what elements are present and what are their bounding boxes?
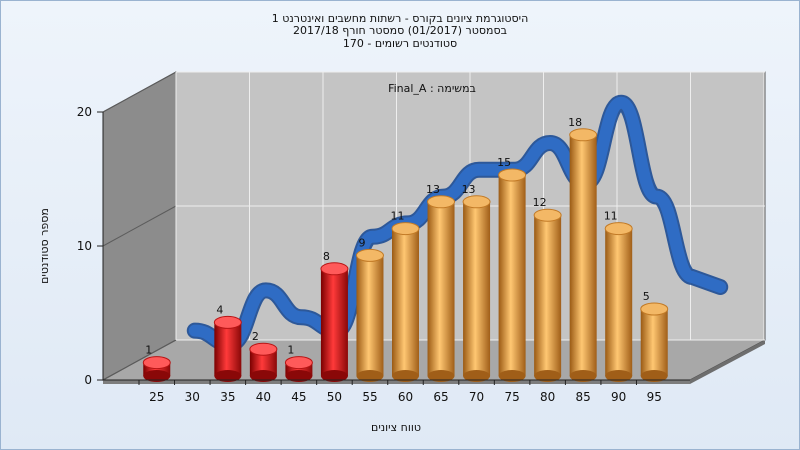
bar-bottom bbox=[427, 370, 455, 382]
bar-bottom bbox=[605, 370, 633, 382]
chart-title-line-3: סטודנטים רשומים - 170 bbox=[342, 37, 458, 50]
bar: 1 bbox=[142, 344, 171, 382]
bar-value-label: 11 bbox=[391, 210, 405, 223]
bar-top bbox=[284, 356, 313, 370]
x-tick-label: 55 bbox=[362, 390, 377, 404]
bar-body bbox=[320, 268, 348, 376]
bar-top bbox=[640, 302, 669, 316]
bar-body bbox=[605, 228, 633, 376]
chart-title-line-2: בסמסטר (01/2017) סמסטר חורף 2017/18 bbox=[293, 24, 507, 37]
floor-edge bbox=[103, 380, 690, 384]
bar-bottom bbox=[249, 370, 277, 382]
bar-body bbox=[640, 309, 668, 376]
bar-bottom bbox=[640, 370, 668, 382]
distribution-curve bbox=[188, 96, 727, 351]
bar-top bbox=[427, 195, 456, 209]
bar-value-label: 1 bbox=[145, 344, 152, 357]
bar-bottom bbox=[498, 370, 526, 382]
bar-top bbox=[249, 342, 278, 356]
bar: 5 bbox=[640, 290, 669, 382]
bar: 18 bbox=[568, 116, 598, 382]
bar-top bbox=[533, 208, 562, 222]
x-tick-label: 85 bbox=[576, 390, 591, 404]
bar-top bbox=[569, 128, 598, 142]
floor-side-edge bbox=[690, 340, 765, 384]
x-axis-title: טווח ציונים bbox=[371, 421, 421, 434]
bar: 4 bbox=[213, 303, 242, 382]
bar: 13 bbox=[426, 183, 456, 382]
bar-value-label: 8 bbox=[323, 250, 330, 263]
x-tick-label: 60 bbox=[398, 390, 413, 404]
x-tick-label: 40 bbox=[256, 390, 271, 404]
y-tick-label: 20 bbox=[77, 105, 92, 119]
bar: 12 bbox=[533, 196, 562, 382]
gridline-y-side bbox=[102, 205, 177, 247]
bar-bottom bbox=[569, 370, 597, 382]
y-axis-title: מספר סטודנטים bbox=[38, 208, 51, 284]
bar-body bbox=[356, 255, 384, 376]
x-tick-label: 95 bbox=[647, 390, 662, 404]
x-tick-label: 45 bbox=[291, 390, 306, 404]
bar-value-label: 13 bbox=[462, 183, 476, 196]
bar-bottom bbox=[463, 370, 491, 382]
bar-bottom bbox=[392, 370, 419, 382]
bar-body bbox=[534, 215, 562, 376]
bar-value-label: 18 bbox=[568, 116, 582, 129]
bar-value-label: 4 bbox=[216, 303, 223, 316]
y-tick-label: 0 bbox=[84, 373, 92, 387]
bar-bottom bbox=[534, 370, 562, 382]
bar-top bbox=[355, 248, 384, 262]
bar-bottom bbox=[320, 370, 348, 382]
bar: 1 bbox=[284, 344, 313, 382]
bar-bottom bbox=[285, 370, 313, 382]
bar-top bbox=[391, 222, 420, 236]
x-tick-label: 50 bbox=[327, 390, 342, 404]
bar-top bbox=[320, 262, 349, 276]
bar-bottom bbox=[143, 370, 171, 382]
bar-value-label: 1 bbox=[287, 344, 294, 357]
bar-top bbox=[142, 356, 171, 370]
x-tick-label: 65 bbox=[433, 390, 448, 404]
chart-title-line-1: היסטוגרמת ציונים בקורס - רשתות מחשבים וא… bbox=[271, 12, 529, 25]
bar-top bbox=[213, 315, 242, 329]
gridline-y-side bbox=[102, 339, 177, 381]
bar-value-label: 5 bbox=[643, 290, 650, 303]
x-tick-label: 75 bbox=[504, 390, 519, 404]
x-tick-label: 30 bbox=[185, 390, 200, 404]
bar-top bbox=[498, 168, 527, 182]
x-tick-label: 90 bbox=[611, 390, 626, 404]
bar-value-label: 9 bbox=[358, 236, 365, 249]
bar: 8 bbox=[320, 250, 349, 382]
chart-annotation: Final_A : במשימה bbox=[388, 82, 476, 95]
bar: 9 bbox=[355, 236, 384, 382]
x-tick-label: 70 bbox=[469, 390, 484, 404]
bar-value-label: 13 bbox=[426, 183, 440, 196]
bar-bottom bbox=[356, 370, 384, 382]
bar-value-label: 2 bbox=[252, 330, 259, 343]
bar-body bbox=[392, 228, 419, 376]
bar-value-label: 12 bbox=[533, 196, 547, 209]
bar-value-label: 15 bbox=[497, 156, 511, 169]
bar-body bbox=[427, 201, 455, 376]
bar: 11 bbox=[391, 210, 420, 382]
x-tick-label: 35 bbox=[220, 390, 235, 404]
x-tick-label: 80 bbox=[540, 390, 555, 404]
y-tick-label: 10 bbox=[77, 239, 92, 253]
bar-body bbox=[498, 175, 526, 376]
x-tick-label: 25 bbox=[149, 390, 164, 404]
bar-body bbox=[463, 201, 491, 376]
bar: 2 bbox=[249, 330, 278, 382]
bar-top bbox=[604, 222, 633, 236]
bar-top bbox=[462, 195, 491, 209]
bar-bottom bbox=[214, 370, 242, 382]
bar: 13 bbox=[462, 183, 491, 382]
bar: 11 bbox=[604, 210, 633, 382]
bar: 15 bbox=[497, 156, 527, 382]
bar-value-label: 11 bbox=[604, 210, 618, 223]
bar-body bbox=[569, 134, 597, 376]
bar-body bbox=[214, 322, 242, 376]
gridline-y-side bbox=[102, 71, 177, 113]
